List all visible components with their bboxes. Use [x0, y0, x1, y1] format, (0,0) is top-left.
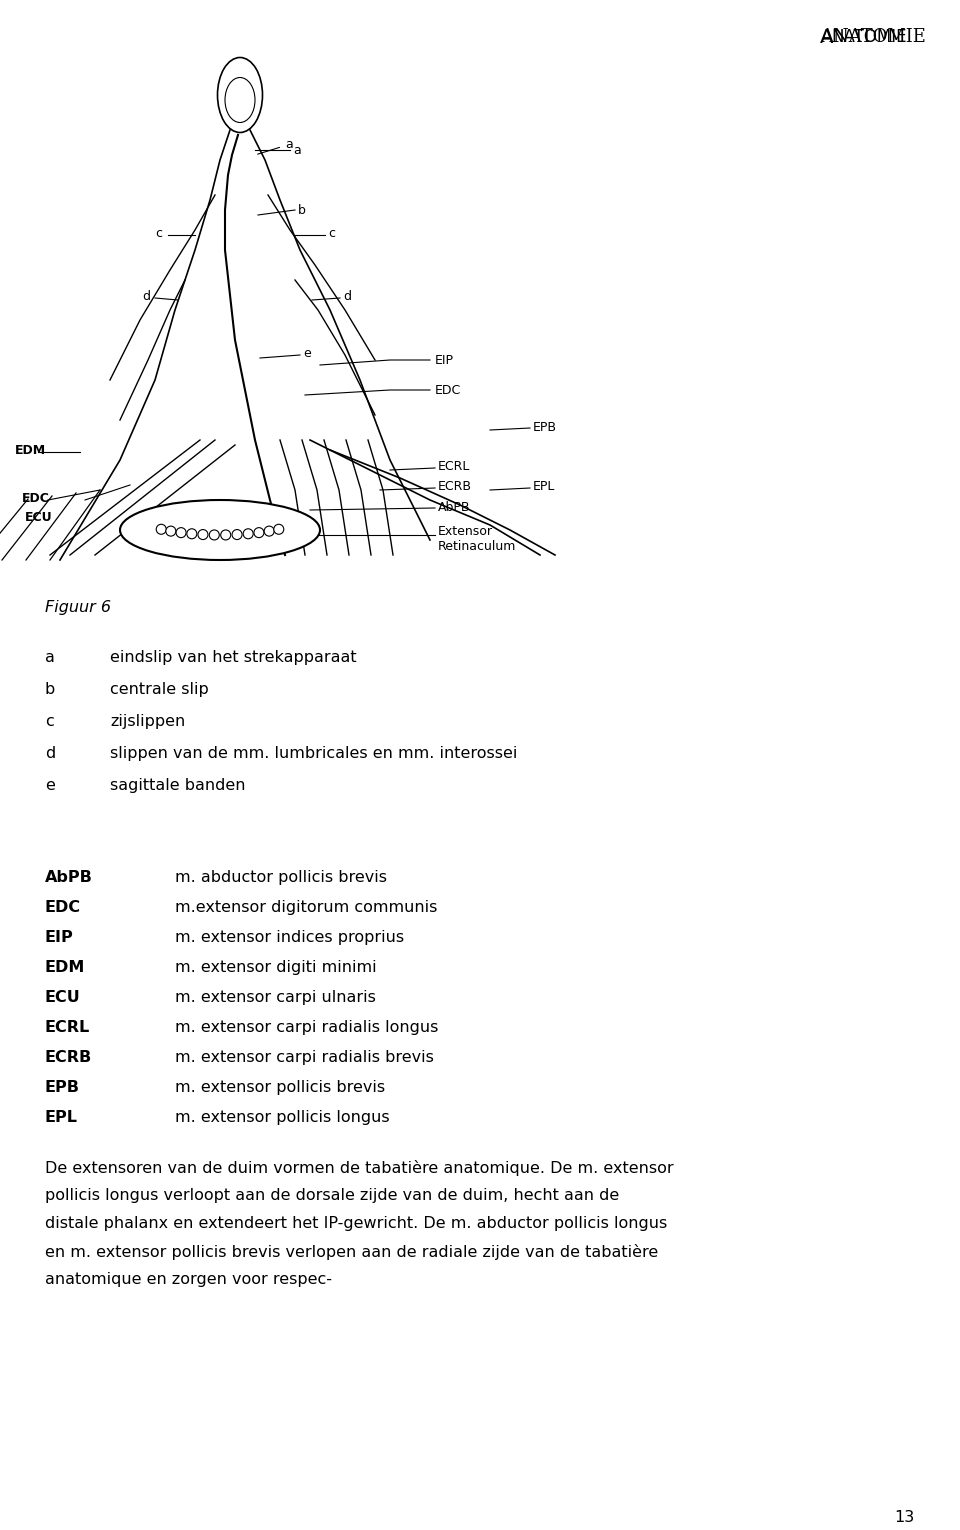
Text: m. abductor pollicis brevis: m. abductor pollicis brevis: [175, 871, 387, 884]
Text: ECRB: ECRB: [45, 1050, 92, 1065]
Text: EDC: EDC: [45, 900, 82, 915]
Text: ANATOMIE: ANATOMIE: [820, 28, 925, 46]
Text: m. extensor carpi radialis longus: m. extensor carpi radialis longus: [175, 1021, 439, 1034]
Text: zijslippen: zijslippen: [110, 715, 185, 728]
Text: ECU: ECU: [45, 990, 81, 1005]
Text: pollicis longus verloopt aan de dorsale zijde van de duim, hecht aan de: pollicis longus verloopt aan de dorsale …: [45, 1187, 619, 1203]
Text: e: e: [303, 346, 311, 360]
Text: A: A: [820, 28, 833, 47]
Text: De extensoren van de duim vormen de tabatière anatomique. De m. extensor: De extensoren van de duim vormen de taba…: [45, 1160, 674, 1177]
Text: c: c: [155, 226, 162, 240]
Text: d: d: [142, 289, 150, 303]
Circle shape: [232, 529, 242, 540]
Text: distale phalanx en extendeert het IP-gewricht. De m. abductor pollicis longus: distale phalanx en extendeert het IP-gew…: [45, 1216, 667, 1232]
Text: ECU: ECU: [25, 511, 53, 523]
Text: anatomique en zorgen voor respec-: anatomique en zorgen voor respec-: [45, 1271, 332, 1287]
Text: EIP: EIP: [45, 930, 74, 946]
Text: EDC: EDC: [22, 491, 50, 505]
Text: c: c: [328, 226, 335, 240]
Text: EDC: EDC: [435, 384, 461, 396]
Text: d: d: [343, 289, 351, 303]
Text: NATOMIE: NATOMIE: [831, 28, 906, 46]
Text: m. extensor carpi ulnaris: m. extensor carpi ulnaris: [175, 990, 376, 1005]
Text: AbPB: AbPB: [438, 500, 470, 514]
Text: c: c: [45, 715, 54, 728]
Text: centrale slip: centrale slip: [110, 682, 208, 698]
Text: EPB: EPB: [533, 421, 557, 433]
Text: ECRL: ECRL: [45, 1021, 90, 1034]
Text: m. extensor indices proprius: m. extensor indices proprius: [175, 930, 404, 946]
Circle shape: [264, 526, 275, 536]
Text: EPL: EPL: [533, 479, 556, 493]
Circle shape: [254, 528, 264, 537]
Text: EPL: EPL: [45, 1109, 78, 1125]
Text: EDM: EDM: [15, 444, 46, 456]
Text: m. extensor pollicis longus: m. extensor pollicis longus: [175, 1109, 390, 1125]
Text: Extensor: Extensor: [438, 525, 493, 539]
Text: slippen van de mm. lumbricales en mm. interossei: slippen van de mm. lumbricales en mm. in…: [110, 747, 517, 760]
Ellipse shape: [120, 500, 320, 560]
Text: m. extensor pollicis brevis: m. extensor pollicis brevis: [175, 1080, 385, 1095]
Text: m. extensor digiti minimi: m. extensor digiti minimi: [175, 959, 376, 975]
Text: a: a: [257, 138, 293, 155]
Circle shape: [156, 525, 166, 534]
Text: d: d: [45, 747, 56, 760]
Text: en m. extensor pollicis brevis verlopen aan de radiale zijde van de tabatière: en m. extensor pollicis brevis verlopen …: [45, 1244, 659, 1261]
Circle shape: [274, 525, 284, 534]
Text: e: e: [45, 777, 55, 793]
Text: eindslip van het strekapparaat: eindslip van het strekapparaat: [110, 650, 356, 666]
Text: m.extensor digitorum communis: m.extensor digitorum communis: [175, 900, 438, 915]
Text: b: b: [45, 682, 56, 698]
Text: a: a: [293, 144, 300, 156]
Text: b: b: [298, 203, 306, 217]
Text: EIP: EIP: [435, 353, 454, 367]
Circle shape: [198, 529, 208, 540]
Text: EPB: EPB: [45, 1080, 80, 1095]
Circle shape: [176, 528, 186, 537]
Circle shape: [166, 526, 176, 536]
Circle shape: [221, 529, 230, 540]
Text: 13: 13: [895, 1510, 915, 1525]
Text: ECRL: ECRL: [438, 459, 470, 473]
Text: sagittale banden: sagittale banden: [110, 777, 246, 793]
Text: EDM: EDM: [45, 959, 85, 975]
Circle shape: [209, 529, 219, 540]
Text: Retinaculum: Retinaculum: [438, 540, 516, 552]
Circle shape: [243, 529, 253, 539]
Text: AbPB: AbPB: [45, 871, 93, 884]
Text: ECRB: ECRB: [438, 479, 472, 493]
Text: m. extensor carpi radialis brevis: m. extensor carpi radialis brevis: [175, 1050, 434, 1065]
Text: Figuur 6: Figuur 6: [45, 600, 111, 615]
Circle shape: [187, 529, 197, 539]
Text: a: a: [45, 650, 55, 666]
